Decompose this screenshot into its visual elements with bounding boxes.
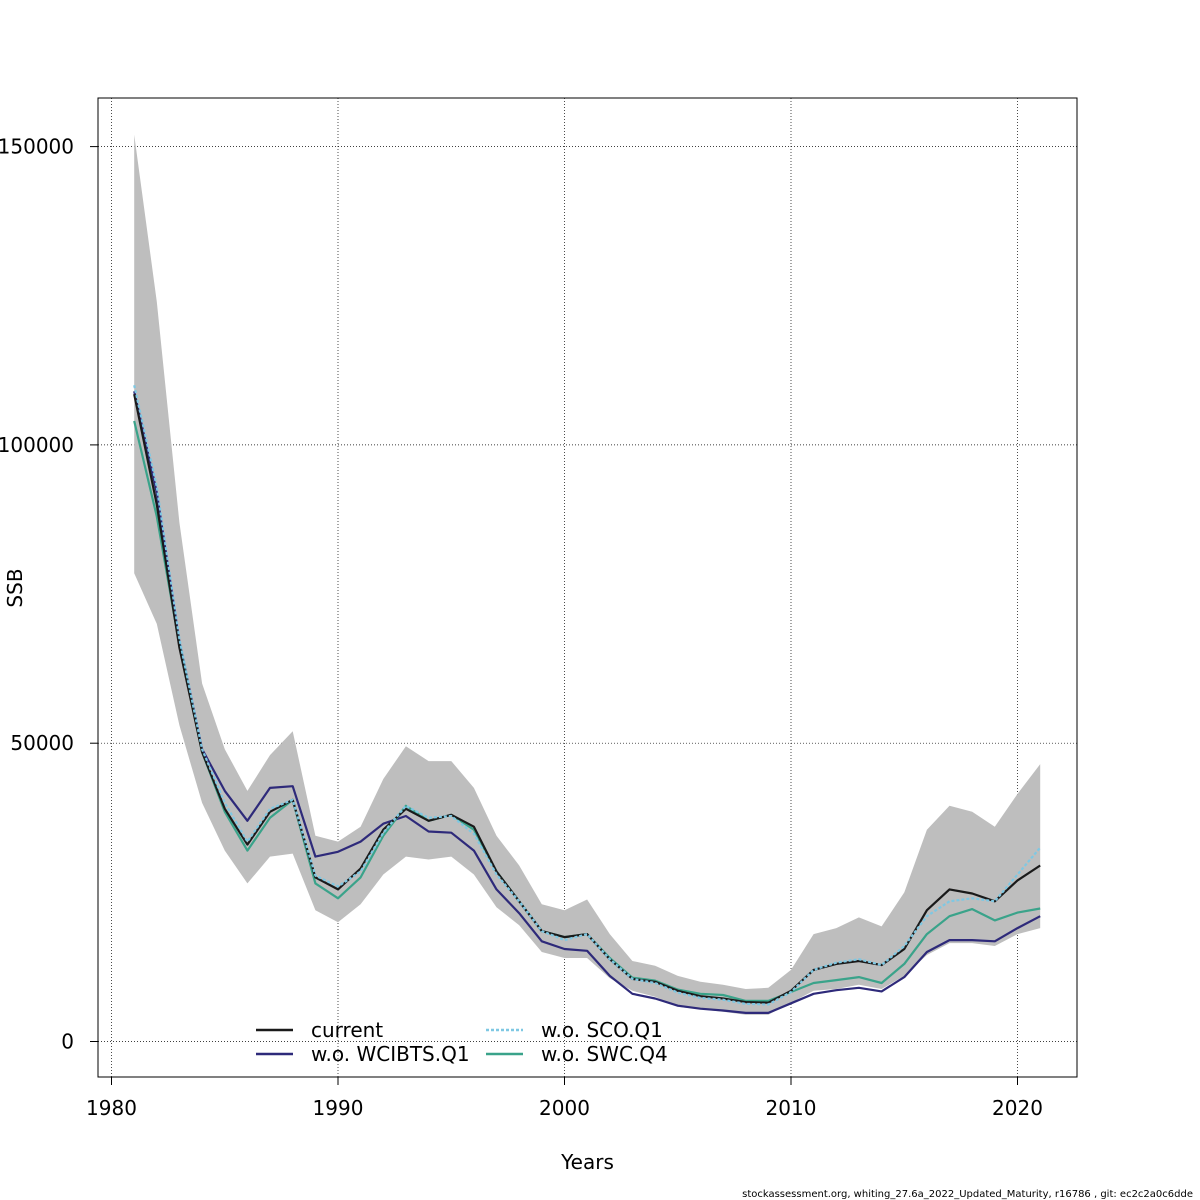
legend: current w.o. SCO.Q1 w.o. WCIBTS.Q1 w.o. SWC… [256, 1018, 668, 1066]
series-line-w-o-wcibts-q1 [133, 390, 1041, 1015]
y-tick-label-150000: 150000 [0, 135, 74, 159]
x-tick-label-2000: 2000 [539, 1096, 590, 1120]
legend-label-current: current [311, 1018, 383, 1042]
confidence-band-layer [134, 134, 1041, 1015]
legend-item-current: current [256, 1018, 383, 1042]
legend-label-w-o-sco-q1: w.o. SCO.Q1 [541, 1018, 663, 1042]
confidence-band [134, 134, 1041, 1015]
footer-note: stockassessment.org, whiting_27.6a_2022_… [742, 1189, 1193, 1200]
y-tick-label-50000: 50000 [10, 731, 74, 755]
y-axis-title: SSB [3, 568, 27, 607]
x-tick-label-1980: 1980 [86, 1096, 137, 1120]
series-lines-layer [133, 384, 1042, 1015]
x-tick-label-1990: 1990 [313, 1096, 364, 1120]
legend-item-w-o-wcibts-q1: w.o. WCIBTS.Q1 [256, 1042, 470, 1066]
grid-lines [98, 98, 1077, 1077]
y-tick-label-0: 0 [61, 1030, 74, 1054]
y-tick-label-100000: 100000 [0, 433, 74, 457]
legend-label-w-o-wcibts-q1: w.o. WCIBTS.Q1 [311, 1042, 470, 1066]
x-axis-title: Years [560, 1150, 614, 1174]
legend-item-w-o-swc-q4: w.o. SWC.Q4 [486, 1042, 668, 1066]
series-line-current [133, 393, 1041, 1004]
x-tick-label-2010: 2010 [766, 1096, 817, 1120]
x-axis: 1980 1990 2000 2010 2020 [86, 1076, 1043, 1120]
legend-label-w-o-swc-q4: w.o. SWC.Q4 [541, 1042, 668, 1066]
y-axis: 0 50000 100000 150000 [0, 135, 99, 1054]
legend-item-w-o-sco-q1: w.o. SCO.Q1 [486, 1018, 663, 1042]
x-tick-label-2020: 2020 [992, 1096, 1043, 1120]
